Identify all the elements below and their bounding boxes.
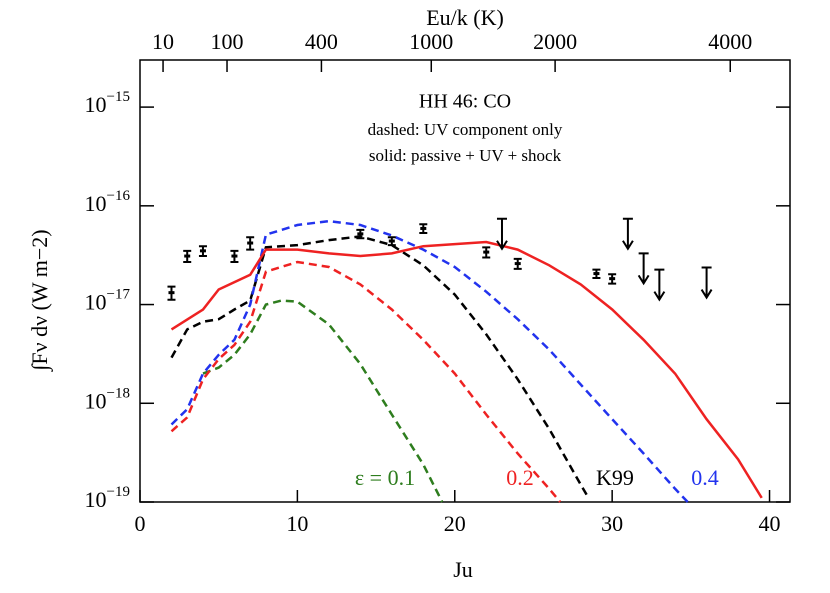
x2-tick-label: 400 xyxy=(305,29,338,54)
x-tick-label: 40 xyxy=(759,511,781,536)
data-point xyxy=(184,254,191,258)
x2-tick-label: 1000 xyxy=(409,29,453,54)
upper-limit xyxy=(653,268,666,302)
plot-frame xyxy=(139,59,791,503)
curve-label: 0.4 xyxy=(691,465,719,490)
x2-tick-label: 100 xyxy=(211,29,244,54)
model-curve xyxy=(170,240,763,499)
x2-tick-label: 10 xyxy=(152,29,174,54)
upper-limit xyxy=(622,217,634,251)
x2-tick-label: 2000 xyxy=(533,29,577,54)
data-point xyxy=(593,272,600,276)
data-point xyxy=(231,254,238,258)
x-tick-label: 30 xyxy=(601,511,623,536)
annotation: HH 46: CO xyxy=(419,91,511,113)
model-curve xyxy=(170,235,590,499)
x-axis-label: Ju xyxy=(453,557,473,582)
model-curve xyxy=(170,260,562,503)
curve-label: K99 xyxy=(596,465,634,490)
data-point xyxy=(483,250,490,254)
x-tick-label: 10 xyxy=(286,511,308,536)
x2-axis-label: Eu/k (K) xyxy=(426,5,504,30)
curve-label: 0.2 xyxy=(506,465,534,490)
y-tick-label: 10−18 xyxy=(85,386,130,414)
upper-limit xyxy=(637,252,650,286)
y-tick-label: 10−16 xyxy=(85,188,131,216)
data-point xyxy=(420,226,427,230)
y-tick-label: 10−17 xyxy=(85,287,131,315)
data-point xyxy=(168,291,175,295)
x2-tick-label: 4000 xyxy=(708,29,752,54)
y-tick-label: 10−19 xyxy=(85,484,130,512)
data-point xyxy=(199,249,206,253)
y-tick-label: 10−15 xyxy=(85,90,130,118)
upper-limit xyxy=(496,217,508,251)
model-curve xyxy=(202,299,444,503)
data-point xyxy=(388,239,395,243)
x-tick-label: 0 xyxy=(135,511,146,536)
data-point xyxy=(609,277,616,281)
x-tick-label: 20 xyxy=(444,511,466,536)
y-axis-label: ∫Fν dν (W m−2) xyxy=(27,229,53,372)
annotation: solid: passive + UV + shock xyxy=(369,146,562,165)
curve-label: ε = 0.1 xyxy=(355,465,415,490)
model-curve xyxy=(170,219,689,503)
data-point xyxy=(514,262,521,266)
annotation: dashed: UV component only xyxy=(368,120,563,139)
data-point xyxy=(357,232,364,236)
data-point xyxy=(247,241,254,245)
upper-limit xyxy=(700,266,713,300)
